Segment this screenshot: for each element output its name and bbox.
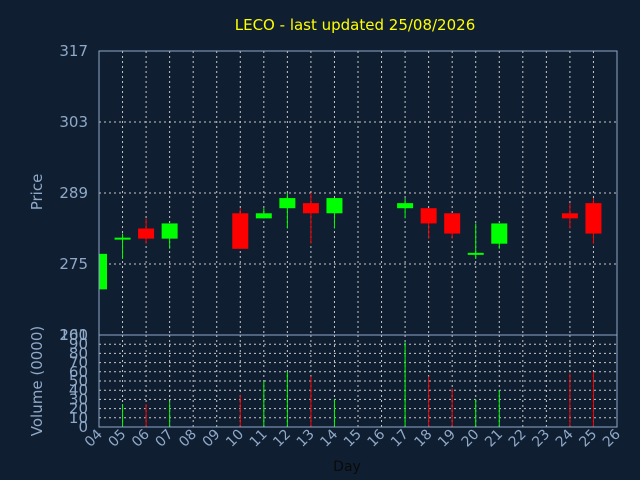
candle-body — [138, 228, 155, 239]
x-tick: 14 — [317, 426, 341, 450]
volume-y-tick: 40 — [69, 381, 88, 399]
x-tick: 17 — [388, 427, 412, 451]
x-tick: 26 — [600, 426, 624, 450]
volume-y-tick: 80 — [69, 344, 88, 362]
x-tick: 23 — [529, 427, 553, 451]
price-grid — [99, 51, 617, 335]
x-tick: 08 — [176, 427, 200, 451]
candle-body — [444, 213, 461, 234]
x-tick: 15 — [341, 427, 365, 451]
candle-body — [585, 203, 602, 234]
volume-y-tick: 70 — [69, 354, 88, 372]
volume-y-tick: 10 — [69, 409, 88, 427]
volume-y-tick: 20 — [69, 400, 88, 418]
x-tick: 19 — [435, 427, 459, 451]
candle-body — [467, 252, 484, 255]
volume-y-tick: 100 — [59, 326, 88, 344]
candle-body — [397, 203, 414, 209]
x-tick: 21 — [482, 427, 506, 451]
candle-body — [561, 213, 578, 219]
candle-body — [255, 213, 272, 219]
price-y-tick: 261 — [59, 326, 88, 344]
price-candles — [98, 193, 602, 290]
x-tick: 22 — [506, 427, 530, 451]
x-tick: 06 — [129, 426, 153, 450]
candle-body — [302, 203, 319, 214]
volume-y-tick: 50 — [69, 372, 88, 390]
volume-grid — [99, 335, 617, 427]
x-tick: 12 — [270, 427, 294, 451]
chart-title: LECO - last updated 25/08/2026 — [235, 16, 475, 34]
price-y-tick-labels: 317 303 289 275 261 — [59, 42, 88, 344]
x-tick: 13 — [294, 427, 318, 451]
price-y-tick: 317 — [59, 42, 88, 60]
x-tick: 18 — [412, 427, 436, 451]
x-tick: 24 — [553, 426, 577, 450]
x-tick: 25 — [576, 427, 600, 451]
candle-body — [114, 237, 131, 240]
x-tick: 09 — [200, 427, 224, 451]
volume-y-tick: 0 — [78, 418, 88, 436]
price-y-axis-label: Price — [28, 174, 46, 211]
volume-y-axis-label: Volume (0000) — [28, 326, 46, 436]
candle-body — [279, 198, 296, 209]
volume-y-tick: 60 — [69, 363, 88, 381]
candle-body — [420, 208, 437, 224]
volume-y-tick: 90 — [69, 335, 88, 353]
candle-body — [161, 223, 178, 239]
candle-body — [491, 223, 508, 244]
x-tick: 05 — [105, 427, 129, 451]
price-y-tick: 275 — [59, 255, 88, 273]
candle-body — [232, 213, 249, 249]
price-y-tick: 289 — [59, 184, 88, 202]
x-tick-labels: 04 05 06 07 08 09 10 11 12 13 14 15 16 17 18 19 20 21 22 23… — [82, 426, 624, 450]
volume-plot-frame — [98, 334, 618, 428]
candle-body — [326, 198, 343, 214]
price-y-tick: 303 — [59, 113, 88, 131]
x-tick: 07 — [153, 427, 177, 451]
candle-body — [99, 253, 107, 290]
x-tick: 11 — [247, 427, 271, 451]
volume-y-tick: 30 — [69, 390, 88, 408]
x-tick: 10 — [223, 427, 247, 451]
x-tick: 16 — [364, 426, 388, 450]
volume-bars — [122, 342, 594, 427]
x-axis-label: Day — [333, 459, 361, 475]
x-tick: 20 — [459, 427, 483, 451]
